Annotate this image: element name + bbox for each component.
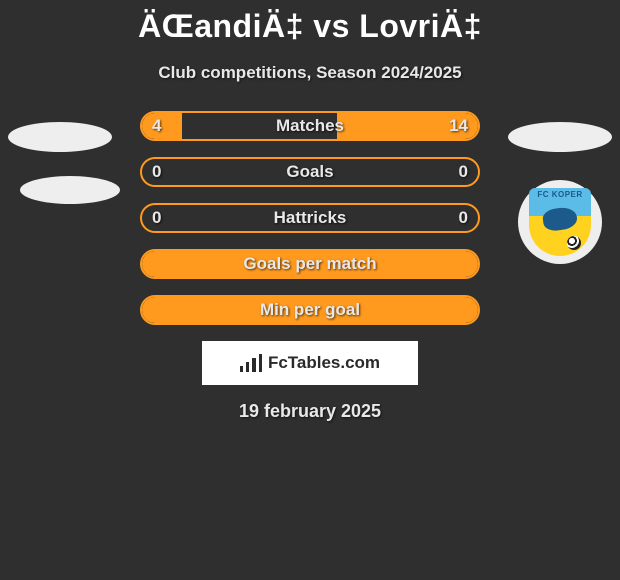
bar-chart-icon [240,354,262,372]
stat-label: Goals [142,162,478,182]
stats-container: 4 Matches 14 0 Goals 0 0 Hattricks 0 Goa… [140,111,480,325]
subtitle: Club competitions, Season 2024/2025 [0,63,620,83]
club-badge: FC KOPER [518,180,602,264]
stat-value-right: 0 [459,208,468,228]
stat-bar-goals: 0 Goals 0 [140,157,480,187]
stat-bar-hattricks: 0 Hattricks 0 [140,203,480,233]
stat-bar-goals-per-match: Goals per match [140,249,480,279]
player-left-avatar [8,122,112,152]
stat-label: Goals per match [142,254,478,274]
player-right-avatar [508,122,612,152]
page-title: ÄŒandiÄ‡ vs LovriÄ‡ [0,0,620,45]
stat-value-right: 0 [459,162,468,182]
brand-text: FcTables.com [268,353,380,373]
stat-bar-min-per-goal: Min per goal [140,295,480,325]
player-left-avatar-2 [20,176,120,204]
stat-label: Min per goal [142,300,478,320]
stat-label: Matches [142,116,478,136]
date-label: 19 february 2025 [0,401,620,422]
shield-icon: FC KOPER [529,188,591,256]
shield-text: FC KOPER [529,190,591,199]
stat-bar-matches: 4 Matches 14 [140,111,480,141]
stat-value-right: 14 [449,116,468,136]
stat-label: Hattricks [142,208,478,228]
ball-icon [567,236,581,250]
brand-logo: FcTables.com [202,341,418,385]
